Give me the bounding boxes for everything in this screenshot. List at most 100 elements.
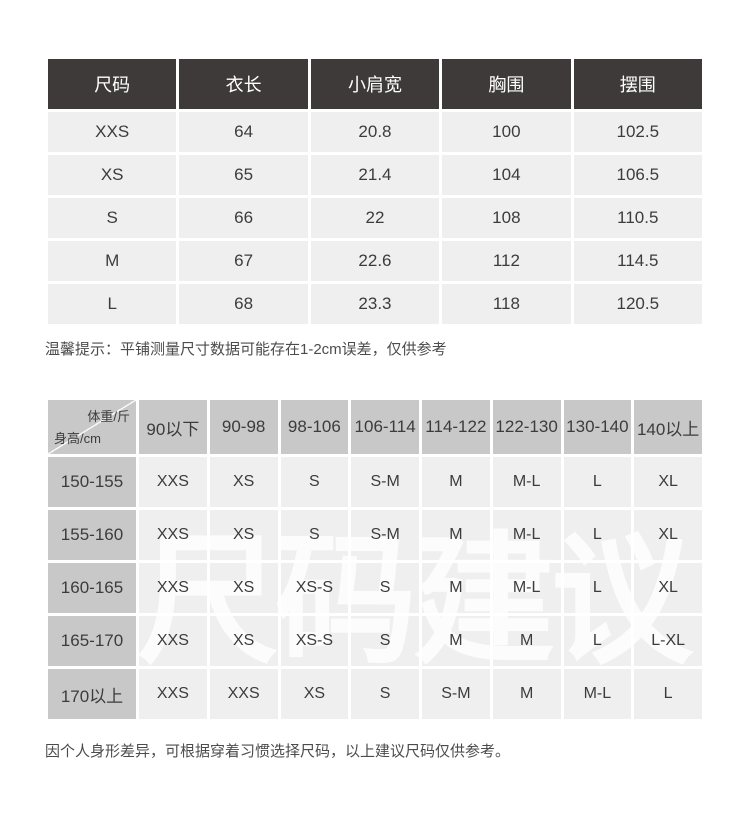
height-range-label-text: 160-165 bbox=[60, 578, 124, 597]
recommended-size-cell: XS bbox=[209, 457, 278, 507]
weight-header-row: 体重/斤 身高/cm 90以下 90-98 98-106 106-114 114-122… bbox=[48, 400, 702, 454]
measure-value-cell-text: 108 bbox=[492, 208, 521, 227]
recommended-size-cell-text: M bbox=[449, 526, 463, 543]
recommended-size-cell: XXS bbox=[139, 510, 207, 560]
measure-row: M 67 22.6 112 114.5 bbox=[48, 241, 702, 281]
measure-row: XXS 64 20.8 100 102.5 bbox=[48, 112, 702, 152]
recommended-size-cell-text: XS-S bbox=[295, 632, 334, 649]
size-name-cell: M bbox=[48, 241, 177, 281]
recommended-size-cell: S bbox=[280, 457, 349, 507]
weight-range-header: 90以下 bbox=[139, 400, 207, 454]
measure-value-cell: 20.8 bbox=[310, 112, 440, 152]
recommended-size-cell: XL bbox=[634, 510, 702, 560]
measurement-table: 尺码 衣长 小肩宽 胸围 摆围 XXS 64 20.8 100 102.5 XS 65 21.4 104… bbox=[45, 56, 705, 327]
height-range-label-text: 165-170 bbox=[60, 631, 124, 650]
recommended-size-cell-text: L bbox=[592, 579, 602, 596]
recommended-size-cell: XS bbox=[280, 669, 349, 719]
corner-cell: 体重/斤 身高/cm bbox=[48, 400, 136, 454]
size-chart-page: 尺码 衣长 小肩宽 胸围 摆围 XXS 64 20.8 100 102.5 XS 65 21.4 104… bbox=[0, 56, 750, 761]
measure-value-cell-text: 112 bbox=[492, 251, 520, 270]
size-name-cell: XS bbox=[48, 155, 177, 195]
recommended-size-cell: S bbox=[351, 616, 419, 666]
recommended-size-cell-text: M bbox=[449, 632, 463, 649]
tip-note: 温馨提示：平铺测量尺寸数据可能存在1-2cm误差，仅供参考 bbox=[45, 341, 447, 358]
size-name-cell: L bbox=[48, 284, 177, 324]
height-axis-label: 身高/cm bbox=[54, 431, 101, 446]
recommended-size-cell-text: M bbox=[519, 685, 534, 702]
recommended-size-cell: XS bbox=[209, 616, 278, 666]
measure-value-cell: 112 bbox=[442, 241, 571, 281]
recommendation-row: 150-155 XXS XS S S-M M M-L L XL bbox=[48, 457, 702, 507]
weight-range-header: 122-130 bbox=[492, 400, 561, 454]
recommended-size-cell-text: XL bbox=[658, 526, 678, 543]
recommended-size-cell: L bbox=[634, 669, 702, 719]
recommendation-row: 165-170 XXS XS XS-S S M M L L-XL bbox=[48, 616, 702, 666]
measure-value-cell: 104 bbox=[442, 155, 571, 195]
measure-value-cell-text: 23.3 bbox=[358, 294, 392, 313]
recommended-size-cell-text: XL bbox=[658, 579, 678, 596]
recommended-size-cell-text: XXS bbox=[156, 632, 189, 649]
size-name-cell-text: S bbox=[106, 208, 118, 227]
recommended-size-cell: S-M bbox=[422, 669, 490, 719]
recommended-size-cell-text: M bbox=[519, 632, 534, 649]
recommendation-table-body: 150-155 XXS XS S S-M M M-L L XL 155-160 XXS XS S S-M M… bbox=[48, 457, 702, 719]
recommended-size-cell-text: XS bbox=[232, 632, 255, 649]
recommended-size-cell-text: S bbox=[309, 473, 320, 490]
recommendation-table-area: 尺码建议 体重/斤 身高/cm 90以下 90-98 98-106 106-114 11… bbox=[45, 397, 705, 722]
weight-range-header: 140以上 bbox=[634, 400, 702, 454]
recommendation-row: 155-160 XXS XS S S-M M M-L L XL bbox=[48, 510, 702, 560]
measure-column-header: 小肩宽 bbox=[310, 59, 440, 109]
recommended-size-cell: XL bbox=[634, 457, 702, 507]
measurement-header-row: 尺码 衣长 小肩宽 胸围 摆围 bbox=[48, 59, 702, 109]
recommended-size-cell-text: S bbox=[379, 685, 391, 702]
recommended-size-cell: M bbox=[422, 563, 490, 613]
measure-value-cell: 66 bbox=[179, 198, 308, 238]
recommended-size-cell: M-L bbox=[492, 510, 561, 560]
measure-value-cell: 64 bbox=[179, 112, 308, 152]
recommended-size-cell: S bbox=[351, 669, 419, 719]
recommended-size-cell: M bbox=[492, 669, 561, 719]
recommended-size-cell: S bbox=[351, 563, 419, 613]
recommendation-row: 160-165 XXS XS XS-S S M M-L L XL bbox=[48, 563, 702, 613]
height-range-label: 150-155 bbox=[48, 457, 136, 507]
measure-value-cell-text: 22.6 bbox=[358, 251, 392, 270]
measure-value-cell-text: 106.5 bbox=[616, 165, 660, 184]
height-range-label: 160-165 bbox=[48, 563, 136, 613]
size-name-cell-text: M bbox=[105, 251, 120, 270]
weight-range-header: 130-140 bbox=[563, 400, 632, 454]
recommended-size-cell: M bbox=[422, 616, 490, 666]
measure-row: L 68 23.3 118 120.5 bbox=[48, 284, 702, 324]
recommended-size-cell-text: M-L bbox=[512, 579, 541, 596]
recommended-size-cell: M-L bbox=[492, 563, 561, 613]
recommended-size-cell: L bbox=[563, 457, 632, 507]
weight-axis-label: 体重/斤 bbox=[87, 409, 130, 424]
measure-value-cell: 114.5 bbox=[573, 241, 702, 281]
measure-value-cell: 23.3 bbox=[310, 284, 440, 324]
measure-value-cell-text: 120.5 bbox=[616, 294, 660, 313]
measure-value-cell-text: 67 bbox=[234, 251, 254, 270]
recommended-size-cell: M-L bbox=[492, 457, 561, 507]
recommended-size-cell-text: XS bbox=[303, 685, 326, 702]
measure-value-cell-text: 104 bbox=[492, 165, 521, 184]
recommended-size-cell: L bbox=[563, 563, 632, 613]
weight-range-header: 114-122 bbox=[422, 400, 490, 454]
recommended-size-cell-text: XXS bbox=[156, 473, 189, 490]
recommended-size-cell-text: M bbox=[449, 579, 463, 596]
recommended-size-cell: XS-S bbox=[280, 563, 349, 613]
height-range-label-text: 150-155 bbox=[60, 472, 124, 491]
measure-value-cell-text: 21.4 bbox=[358, 165, 392, 184]
measure-value-cell-text: 64 bbox=[234, 122, 254, 141]
measure-value-cell-text: 114.5 bbox=[617, 251, 659, 270]
recommended-size-cell-text: L bbox=[663, 685, 673, 702]
recommended-size-cell-text: XL bbox=[658, 473, 678, 490]
recommendation-row: 170以上 XXS XXS XS S S-M M M-L L bbox=[48, 669, 702, 719]
height-range-label: 170以上 bbox=[48, 669, 136, 719]
height-range-label: 165-170 bbox=[48, 616, 136, 666]
height-range-label-text: 170以上 bbox=[60, 686, 124, 706]
recommended-size-cell: XXS bbox=[209, 669, 278, 719]
measure-column-header-text: 尺码 bbox=[94, 75, 131, 95]
recommended-size-cell: M bbox=[492, 616, 561, 666]
recommended-size-cell: XXS bbox=[139, 563, 207, 613]
weight-range-header-text: 98-106 bbox=[287, 417, 341, 436]
measure-column-header-text: 摆围 bbox=[619, 75, 656, 95]
